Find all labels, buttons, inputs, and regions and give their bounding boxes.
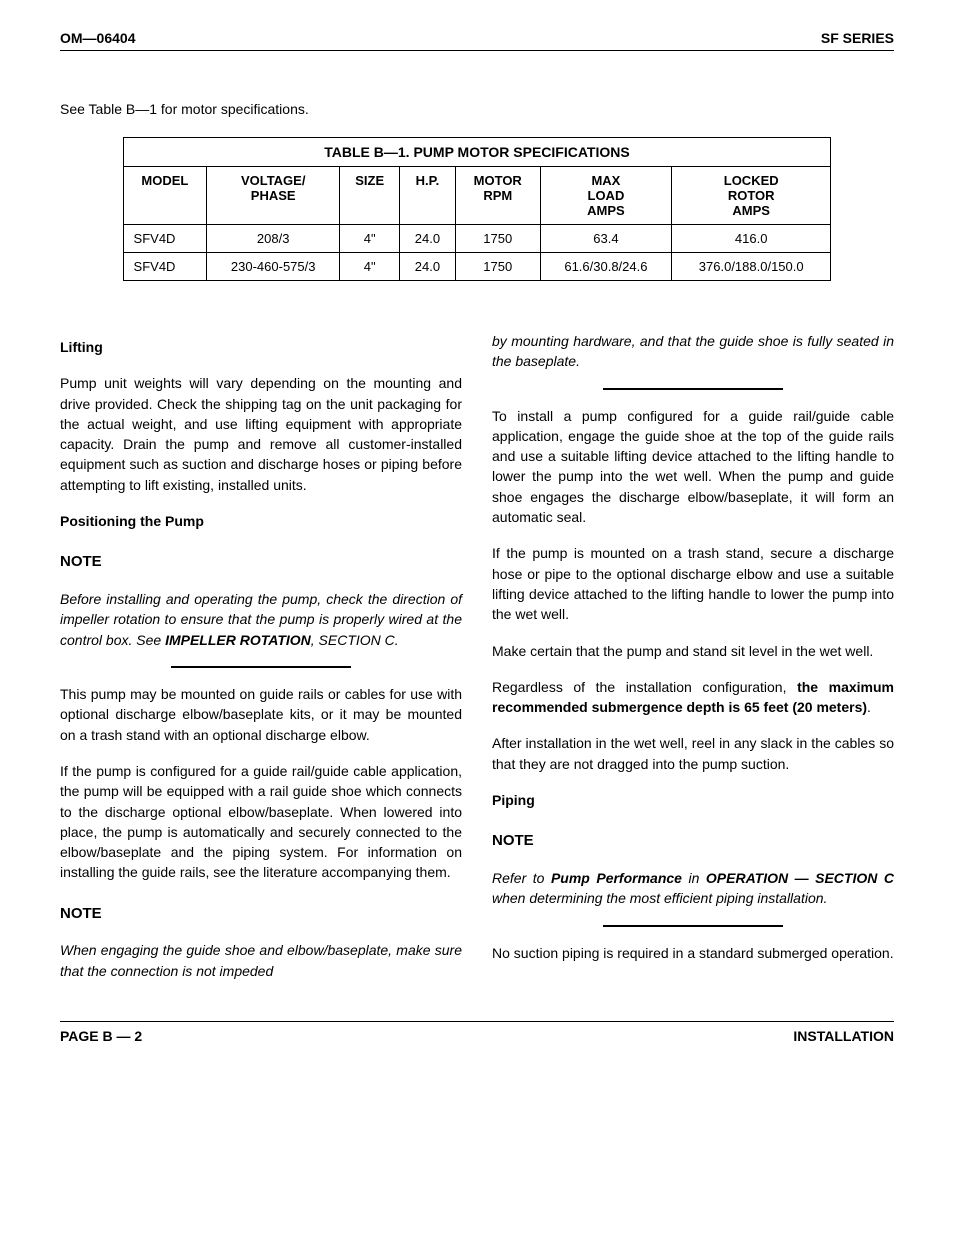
series-name: SF SERIES <box>821 30 894 46</box>
col-rpm: MOTORRPM <box>455 167 540 225</box>
cell-rpm: 1750 <box>455 253 540 281</box>
col-hp: H.P. <box>400 167 455 225</box>
table-row: SFV4D 230-460-575/3 4" 24.0 1750 61.6/30… <box>123 253 831 281</box>
positioning-heading: Positioning the Pump <box>60 511 462 531</box>
piping-heading: Piping <box>492 790 894 810</box>
intro-text: See Table B—1 for motor specifications. <box>60 101 894 117</box>
submergence-paragraph: Regardless of the installation configura… <box>492 677 894 718</box>
cell-locked: 376.0/188.0/150.0 <box>671 253 830 281</box>
install-paragraph: To install a pump configured for a guide… <box>492 406 894 528</box>
cell-maxload: 63.4 <box>540 225 671 253</box>
cell-hp: 24.0 <box>400 253 455 281</box>
cell-voltage: 230-460-575/3 <box>207 253 340 281</box>
page-header: OM—06404 SF SERIES <box>60 30 894 51</box>
cell-voltage: 208/3 <box>207 225 340 253</box>
note-heading: NOTE <box>60 903 462 925</box>
cell-model: SFV4D <box>123 225 207 253</box>
spec-table: TABLE B—1. PUMP MOTOR SPECIFICATIONS MOD… <box>123 137 832 281</box>
lifting-paragraph: Pump unit weights will vary depending on… <box>60 373 462 495</box>
left-column: Lifting Pump unit weights will vary depe… <box>60 331 462 981</box>
cell-hp: 24.0 <box>400 225 455 253</box>
table-caption: TABLE B—1. PUMP MOTOR SPECIFICATIONS <box>123 137 832 166</box>
cable-slack-paragraph: After installation in the wet well, reel… <box>492 733 894 774</box>
note-rule <box>603 388 784 390</box>
cell-rpm: 1750 <box>455 225 540 253</box>
cell-size: 4" <box>340 253 400 281</box>
level-paragraph: Make certain that the pump and stand sit… <box>492 641 894 661</box>
right-column: by mounting hardware, and that the guide… <box>492 331 894 981</box>
note-rule <box>171 666 352 668</box>
col-max-load: MAXLOADAMPS <box>540 167 671 225</box>
col-locked-rotor: LOCKEDROTORAMPS <box>671 167 830 225</box>
mounting-paragraph: This pump may be mounted on guide rails … <box>60 684 462 745</box>
cell-locked: 416.0 <box>671 225 830 253</box>
note-heading: NOTE <box>492 830 894 852</box>
table-row: SFV4D 208/3 4" 24.0 1750 63.4 416.0 <box>123 225 831 253</box>
col-model: MODEL <box>123 167 207 225</box>
note-rule <box>603 925 784 927</box>
note-heading: NOTE <box>60 551 462 573</box>
guide-rail-paragraph: If the pump is configured for a guide ra… <box>60 761 462 883</box>
note-body: Refer to Pump Performance in OPERATION —… <box>492 868 894 909</box>
content-columns: Lifting Pump unit weights will vary depe… <box>60 331 894 981</box>
page-footer: PAGE B — 2 INSTALLATION <box>60 1021 894 1044</box>
cell-maxload: 61.6/30.8/24.6 <box>540 253 671 281</box>
cell-size: 4" <box>340 225 400 253</box>
section-name: INSTALLATION <box>793 1028 894 1044</box>
page-number: PAGE B — 2 <box>60 1028 142 1044</box>
note-body-continued: by mounting hardware, and that the guide… <box>492 331 894 372</box>
doc-id: OM—06404 <box>60 30 135 46</box>
col-voltage: VOLTAGE/PHASE <box>207 167 340 225</box>
table-header-row: MODEL VOLTAGE/PHASE SIZE H.P. MOTORRPM M… <box>123 167 831 225</box>
suction-paragraph: No suction piping is required in a stand… <box>492 943 894 963</box>
note-body: When engaging the guide shoe and elbow/b… <box>60 940 462 981</box>
note-body: Before installing and operating the pump… <box>60 589 462 650</box>
col-size: SIZE <box>340 167 400 225</box>
trash-stand-paragraph: If the pump is mounted on a trash stand,… <box>492 543 894 624</box>
lifting-heading: Lifting <box>60 337 462 357</box>
cell-model: SFV4D <box>123 253 207 281</box>
